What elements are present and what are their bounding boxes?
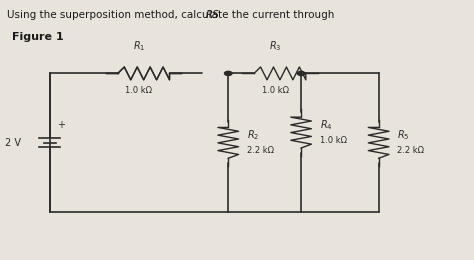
Text: RS: RS (206, 10, 219, 20)
Circle shape (225, 71, 232, 75)
Text: Figure 1: Figure 1 (12, 32, 64, 42)
Text: 2.2 kΩ: 2.2 kΩ (247, 146, 274, 155)
Text: 1.0 kΩ: 1.0 kΩ (320, 136, 347, 145)
Text: $R_1$: $R_1$ (133, 39, 145, 53)
Text: 2.2 kΩ: 2.2 kΩ (397, 146, 424, 155)
Text: 2 V: 2 V (6, 138, 21, 148)
Text: $R_3$: $R_3$ (269, 39, 282, 53)
Text: $R_5$: $R_5$ (397, 128, 410, 142)
Text: $R_2$: $R_2$ (247, 128, 259, 142)
Text: +: + (57, 120, 65, 130)
Text: $R_4$: $R_4$ (320, 118, 333, 132)
Text: Using the superposition method, calculate the current through: Using the superposition method, calculat… (8, 10, 338, 20)
Text: 1.0 kΩ: 1.0 kΩ (262, 86, 289, 95)
Text: 1.0 kΩ: 1.0 kΩ (126, 86, 153, 95)
Circle shape (297, 71, 305, 75)
